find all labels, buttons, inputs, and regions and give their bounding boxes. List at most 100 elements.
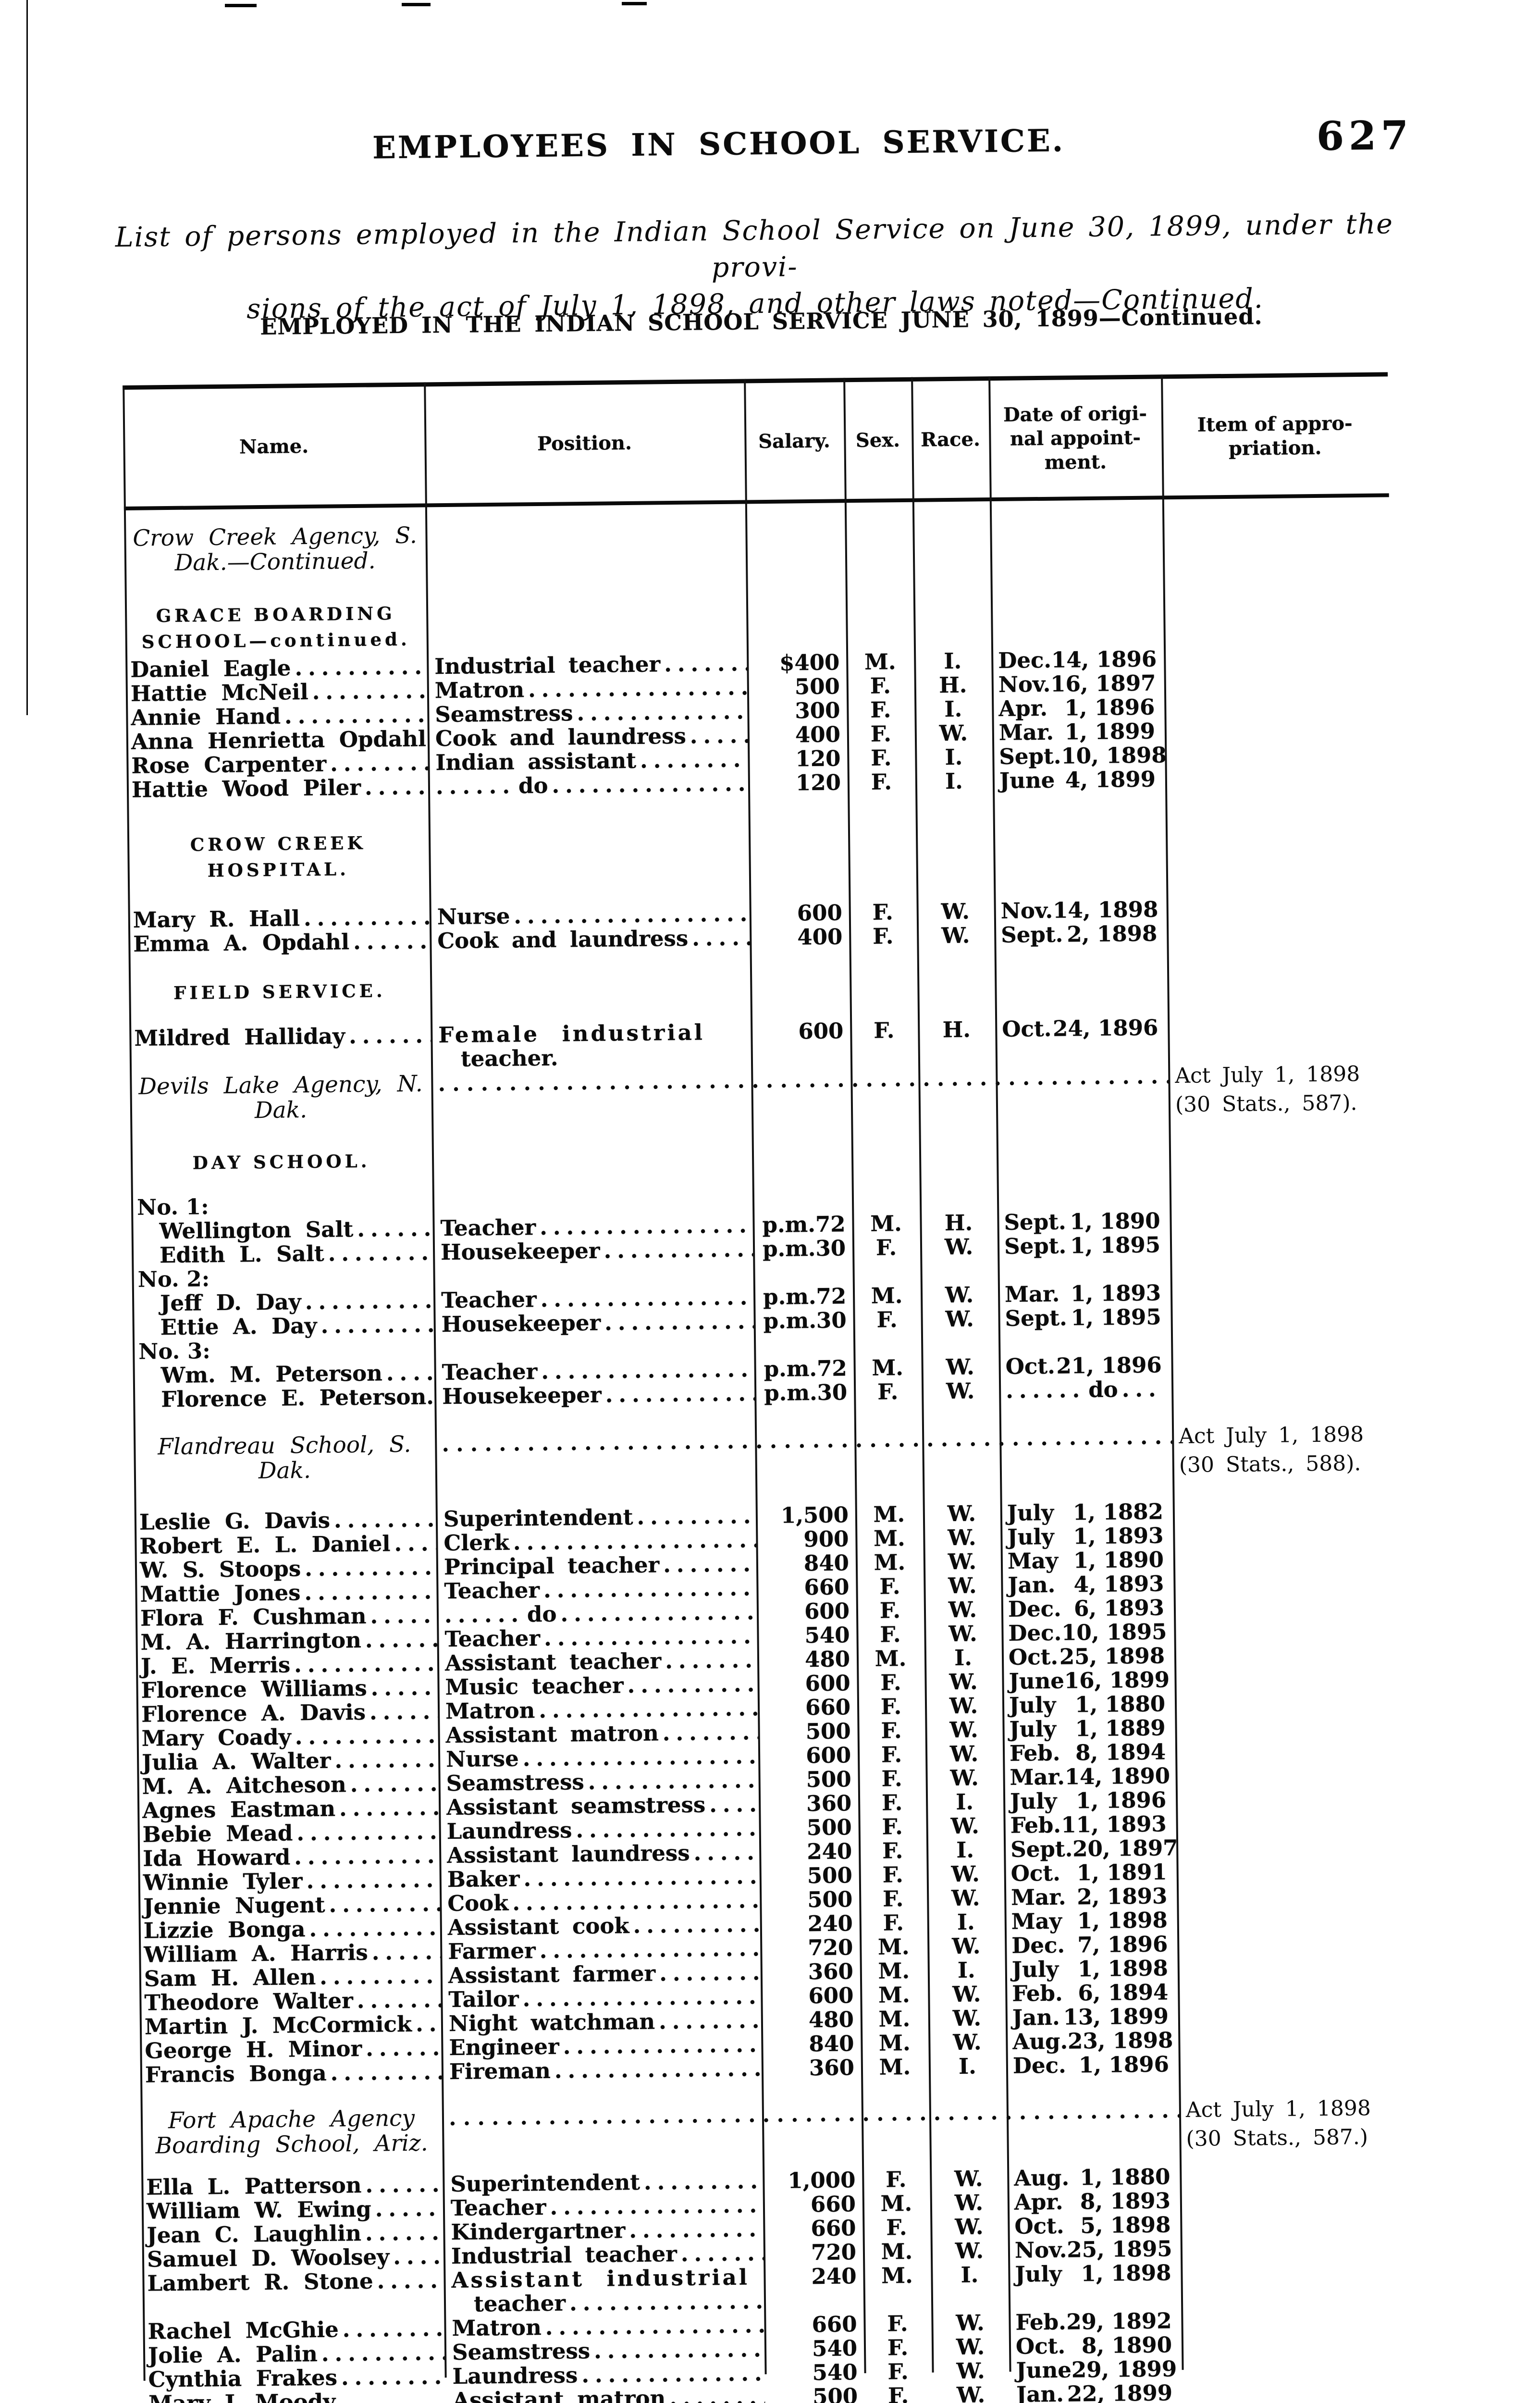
item-cell bbox=[1175, 1713, 1402, 1740]
name-cell: Winnie Tyler bbox=[138, 1868, 440, 1895]
dot-leader bbox=[281, 703, 428, 728]
race-cell: I. bbox=[957, 1957, 975, 1983]
sex-cell: F. bbox=[882, 1886, 904, 1912]
name-cell: Emma A. Opdahl bbox=[128, 929, 430, 957]
position-cell: Seamstress bbox=[427, 699, 747, 727]
name-cell: Ettie A. Day bbox=[132, 1313, 433, 1340]
dot-leader bbox=[326, 2060, 442, 2085]
agency-name: Flandreau School, S. Dak. bbox=[157, 1431, 411, 1485]
name-text: Mattie Jones bbox=[140, 1580, 301, 1607]
position-text: Teacher bbox=[440, 1214, 536, 1241]
name-cell: Jean C. Laughlin bbox=[142, 2220, 443, 2248]
date-cell: May 1, 1898 bbox=[1005, 1907, 1178, 1934]
date-month: Apr. bbox=[1014, 2189, 1063, 2215]
position-text: Baker bbox=[447, 1866, 520, 1893]
name-text: Agnes Eastman bbox=[142, 1796, 336, 1823]
name-cell: Hattie McNeil bbox=[126, 679, 427, 706]
date-cell: Oct. 25, 1898 bbox=[1002, 1643, 1175, 1670]
position-text: Housekeeper bbox=[442, 1382, 602, 1410]
name-text: Julia A. Walter bbox=[141, 1747, 331, 1775]
race-cell: W. bbox=[945, 1306, 974, 1332]
position-text: Matron bbox=[434, 677, 525, 704]
position-cell: Nurse bbox=[438, 1744, 758, 1772]
race-cell: W. bbox=[950, 1765, 979, 1791]
item-cell bbox=[1170, 1206, 1396, 1233]
col-header-item: Item of appro- priation. bbox=[1197, 411, 1353, 460]
date-cell: July 1, 1896 bbox=[1003, 1787, 1176, 1814]
sex-cell: F. bbox=[882, 1838, 903, 1864]
dot-leader bbox=[325, 1892, 440, 1917]
dot-leader bbox=[362, 2036, 442, 2061]
item-cell bbox=[1174, 1617, 1401, 1644]
date-month: July bbox=[1009, 1692, 1056, 1718]
date-day-year: 25, 1895 bbox=[1067, 2236, 1172, 2263]
dot-leader bbox=[659, 1720, 758, 1745]
date-day-year: 1, 1891 bbox=[1076, 1859, 1167, 1886]
item-cell bbox=[1176, 1809, 1403, 1836]
dot-leader bbox=[301, 1288, 434, 1314]
date-day-year: 8, 1893 bbox=[1080, 2188, 1171, 2215]
salary-cell: 500 bbox=[805, 1718, 851, 1745]
date-month: Dec. bbox=[1008, 1620, 1062, 1646]
date-cell: Sept. 20, 1897 bbox=[1004, 1835, 1178, 1862]
sex-cell: M. bbox=[878, 1982, 910, 2008]
date-cell: Feb. 29, 1892 bbox=[1009, 2308, 1182, 2335]
date-day-year: 1, 1890 bbox=[1073, 1547, 1164, 1573]
race-cell: W. bbox=[949, 1693, 978, 1719]
date-cell: Dec. 7, 1896 bbox=[1005, 1931, 1178, 1958]
date-month: June bbox=[999, 767, 1055, 793]
date-month: Mar. bbox=[1010, 1884, 1066, 1910]
race-cell: W. bbox=[953, 2029, 982, 2056]
page-title: EMPLOYEES IN SCHOOL SERVICE. bbox=[372, 123, 1065, 166]
name-cell: William A. Harris bbox=[139, 1940, 440, 1968]
name-text: Mary R. Hall bbox=[133, 905, 300, 933]
dot-leader bbox=[509, 1528, 756, 1554]
date-cell: Apr. 1, 1896 bbox=[992, 694, 1165, 721]
name-cell: J. E. Merris bbox=[136, 1651, 437, 1679]
agency-dotted-line bbox=[435, 1424, 1172, 1487]
date-month: Oct. bbox=[1005, 1353, 1056, 1379]
dot-leader bbox=[541, 2313, 764, 2340]
name-cell: Mary R. Hall bbox=[128, 905, 430, 933]
race-cell: W. bbox=[952, 1981, 981, 2007]
name-text: Samuel D. Woolsey bbox=[147, 2244, 390, 2272]
position-cell: Cook and laundress bbox=[430, 926, 750, 954]
dot-leader bbox=[524, 675, 747, 702]
sex-cell: F. bbox=[880, 1670, 901, 1696]
name-cell: Bebie Mead bbox=[138, 1820, 439, 1847]
agency-heading-row: Crow Creek Agency, S. Dak.—Continued. bbox=[124, 513, 1390, 576]
date-month: Nov. bbox=[1000, 897, 1053, 924]
sex-cell: F. bbox=[887, 2359, 909, 2385]
date-cell: Feb. 6, 1894 bbox=[1005, 1979, 1178, 2006]
position-text: Superintendent bbox=[450, 2169, 641, 2197]
scan-artifact-dash bbox=[225, 4, 257, 7]
position-text: Seamstress bbox=[446, 1769, 584, 1796]
date-day-year: 4, 1899 bbox=[1065, 766, 1156, 793]
dot-leader bbox=[301, 1555, 436, 1581]
date-cell: June 29, 1899 bbox=[1009, 2356, 1182, 2383]
date-month: Feb. bbox=[1010, 1812, 1061, 1838]
name-cell: Cynthia Frakes bbox=[143, 2365, 444, 2392]
date-month: Aug. bbox=[1012, 2028, 1068, 2055]
item-cell bbox=[1167, 919, 1393, 945]
date-month: Nov. bbox=[1014, 2237, 1067, 2263]
position-text: Assistant matron bbox=[445, 1720, 659, 1748]
date-month: Oct. bbox=[1014, 2213, 1064, 2239]
salary-cell: 660 bbox=[811, 2215, 856, 2242]
name-text: Mildred Halliday bbox=[134, 1023, 345, 1051]
item-cell bbox=[1173, 1569, 1400, 1596]
position-cell: Night watchman bbox=[441, 2008, 761, 2036]
dot-leader bbox=[660, 651, 747, 676]
race-cell: I. bbox=[956, 1837, 974, 1863]
date-day-year: 1, 1896 bbox=[1078, 2051, 1170, 2078]
item-cell bbox=[1173, 1521, 1400, 1548]
name-cell: Jolie A. Palin bbox=[143, 2341, 444, 2368]
dot-leader bbox=[536, 1213, 753, 1239]
name-text: Martin J. McCormick bbox=[144, 2011, 412, 2040]
date-cell: Dec. 10, 1895 bbox=[1001, 1619, 1174, 1646]
dot-leader bbox=[518, 1744, 758, 1771]
position-cell: do bbox=[437, 1600, 757, 1627]
item-cell bbox=[1180, 2210, 1407, 2237]
salary-cell: 600 bbox=[805, 1670, 850, 1697]
dot-leader bbox=[317, 1313, 434, 1338]
